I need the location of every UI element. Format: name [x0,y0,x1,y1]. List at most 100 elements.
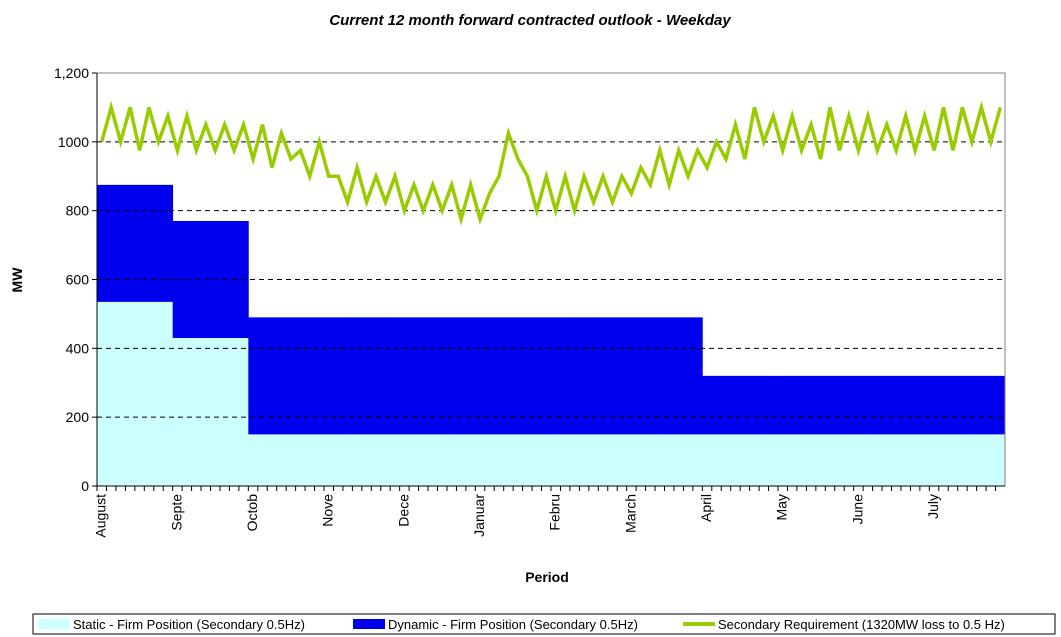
area-segment [428,434,438,486]
area-segment [409,317,419,435]
area-segment [560,317,571,435]
area-segment [248,317,259,435]
area-segment [276,317,287,435]
area-segment [267,317,278,435]
area-segment [163,301,174,486]
y-tick-label: 1,200 [54,65,89,81]
area-segment [976,375,987,435]
area-segment [125,184,136,302]
area-segment [844,434,855,486]
legend-swatch [38,619,70,629]
area-segment [759,434,769,486]
area-segment [919,375,930,435]
area-segment [115,301,126,486]
area-segment [721,434,732,486]
area-segment [352,317,363,435]
area-segment [588,317,599,435]
area-segment [210,338,221,486]
area-segment [532,434,542,486]
area-segment [796,375,807,435]
area-segment [598,434,609,486]
area-segment [844,375,855,435]
area-segment [796,434,807,486]
x-tick-label: August [93,494,109,538]
area-segment [673,317,684,435]
area-segment [475,317,486,435]
area-segment [115,184,126,302]
y-tick-label: 200 [66,409,90,425]
area-segment [238,338,249,486]
area-segment [778,375,788,435]
area-segment [286,317,297,435]
area-segment [882,375,892,435]
area-segment [201,338,211,486]
area-segment [882,434,892,486]
area-segment [778,434,788,486]
area-segment [787,434,798,486]
x-tick-label: Januar [471,494,487,537]
area-segment [361,317,372,435]
y-tick-label: 600 [66,272,90,288]
x-tick-label: July [925,494,941,519]
y-tick-label: 400 [66,340,90,356]
area-segment [579,317,590,435]
area-segment [248,434,259,486]
area-segment [976,434,987,486]
area-segment [437,317,448,435]
legend-label: Secondary Requirement (1320MW loss to 0.… [718,617,1005,632]
area-segment [541,317,552,435]
area-segment [929,434,940,486]
area-segment [900,434,911,486]
area-segment [834,434,845,486]
area-segment [153,301,164,486]
area-segment [267,434,278,486]
area-segment [636,434,646,486]
area-segment [673,434,684,486]
area-segment [655,434,665,486]
area-segment [740,434,751,486]
area-segment [626,317,637,435]
area-segment [333,434,344,486]
area-segment [938,434,949,486]
chart-title: Current 12 month forward contracted outl… [329,12,731,29]
area-segment [305,317,315,435]
line-series [100,100,1002,226]
area-segment [456,434,467,486]
x-tick-label: Febru [547,494,563,531]
area-segment [957,434,968,486]
area-segment [494,317,505,435]
area-segment [390,434,401,486]
area-segment [986,434,996,486]
area-segment [853,375,864,435]
area-segment [863,375,873,435]
area-segment [418,434,429,486]
area-segment [257,317,268,435]
area-segment [229,338,240,486]
x-tick-label: Nove [320,494,336,527]
area-segment [342,434,353,486]
area-segment [967,434,978,486]
area-segment [579,434,590,486]
area-segment [815,375,826,435]
area-segment [276,434,287,486]
area-segment [617,317,628,435]
x-tick-label: June [849,494,865,525]
area-segment [125,301,136,486]
area-segment [560,434,571,486]
area-segment [749,434,760,486]
area-segment [929,375,940,435]
area-segment [191,338,202,486]
area-segment [948,434,959,486]
area-segment [305,434,315,486]
area-segment [588,434,599,486]
area-segment [664,434,675,486]
y-tick-label: 0 [81,478,89,494]
area-segment [598,317,609,435]
area-segment [153,184,164,302]
area-segment [522,317,533,435]
area-segment [749,375,760,435]
area-segment [295,317,306,435]
area-segment [740,375,751,435]
area-segment [494,434,505,486]
